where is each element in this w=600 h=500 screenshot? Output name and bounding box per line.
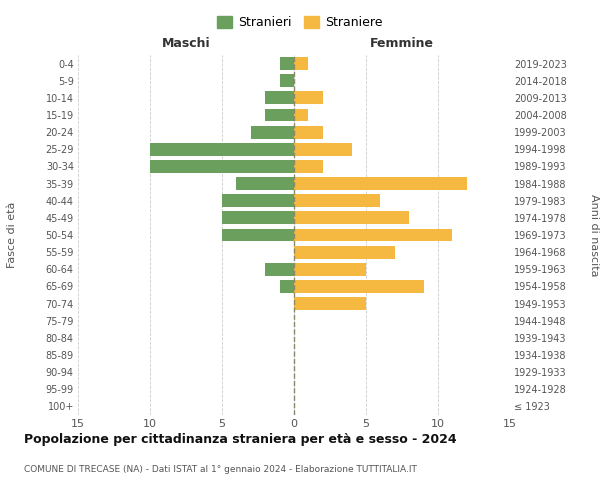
Bar bbox=[294, 108, 308, 122]
Bar bbox=[222, 212, 294, 224]
Bar bbox=[294, 228, 452, 241]
Bar bbox=[265, 108, 294, 122]
Bar bbox=[251, 126, 294, 138]
Bar bbox=[294, 246, 395, 258]
Bar bbox=[236, 177, 294, 190]
Bar bbox=[294, 280, 424, 293]
Text: Anni di nascita: Anni di nascita bbox=[589, 194, 599, 276]
Bar bbox=[265, 263, 294, 276]
Bar bbox=[294, 126, 323, 138]
Bar bbox=[294, 57, 308, 70]
Bar bbox=[294, 212, 409, 224]
Text: Fasce di età: Fasce di età bbox=[7, 202, 17, 268]
Bar bbox=[280, 280, 294, 293]
Bar bbox=[265, 92, 294, 104]
Bar bbox=[294, 263, 366, 276]
Bar bbox=[294, 177, 467, 190]
Bar bbox=[222, 194, 294, 207]
Bar bbox=[294, 194, 380, 207]
Text: COMUNE DI TRECASE (NA) - Dati ISTAT al 1° gennaio 2024 - Elaborazione TUTTITALIA: COMUNE DI TRECASE (NA) - Dati ISTAT al 1… bbox=[24, 465, 417, 474]
Bar bbox=[294, 143, 352, 156]
Bar bbox=[222, 228, 294, 241]
Text: Maschi: Maschi bbox=[161, 37, 211, 50]
Bar bbox=[150, 143, 294, 156]
Bar bbox=[294, 160, 323, 173]
Bar bbox=[294, 92, 323, 104]
Bar bbox=[280, 57, 294, 70]
Bar bbox=[294, 297, 366, 310]
Bar bbox=[280, 74, 294, 87]
Bar bbox=[150, 160, 294, 173]
Legend: Stranieri, Straniere: Stranieri, Straniere bbox=[212, 11, 388, 34]
Text: Popolazione per cittadinanza straniera per età e sesso - 2024: Popolazione per cittadinanza straniera p… bbox=[24, 432, 457, 446]
Text: Femmine: Femmine bbox=[370, 37, 434, 50]
